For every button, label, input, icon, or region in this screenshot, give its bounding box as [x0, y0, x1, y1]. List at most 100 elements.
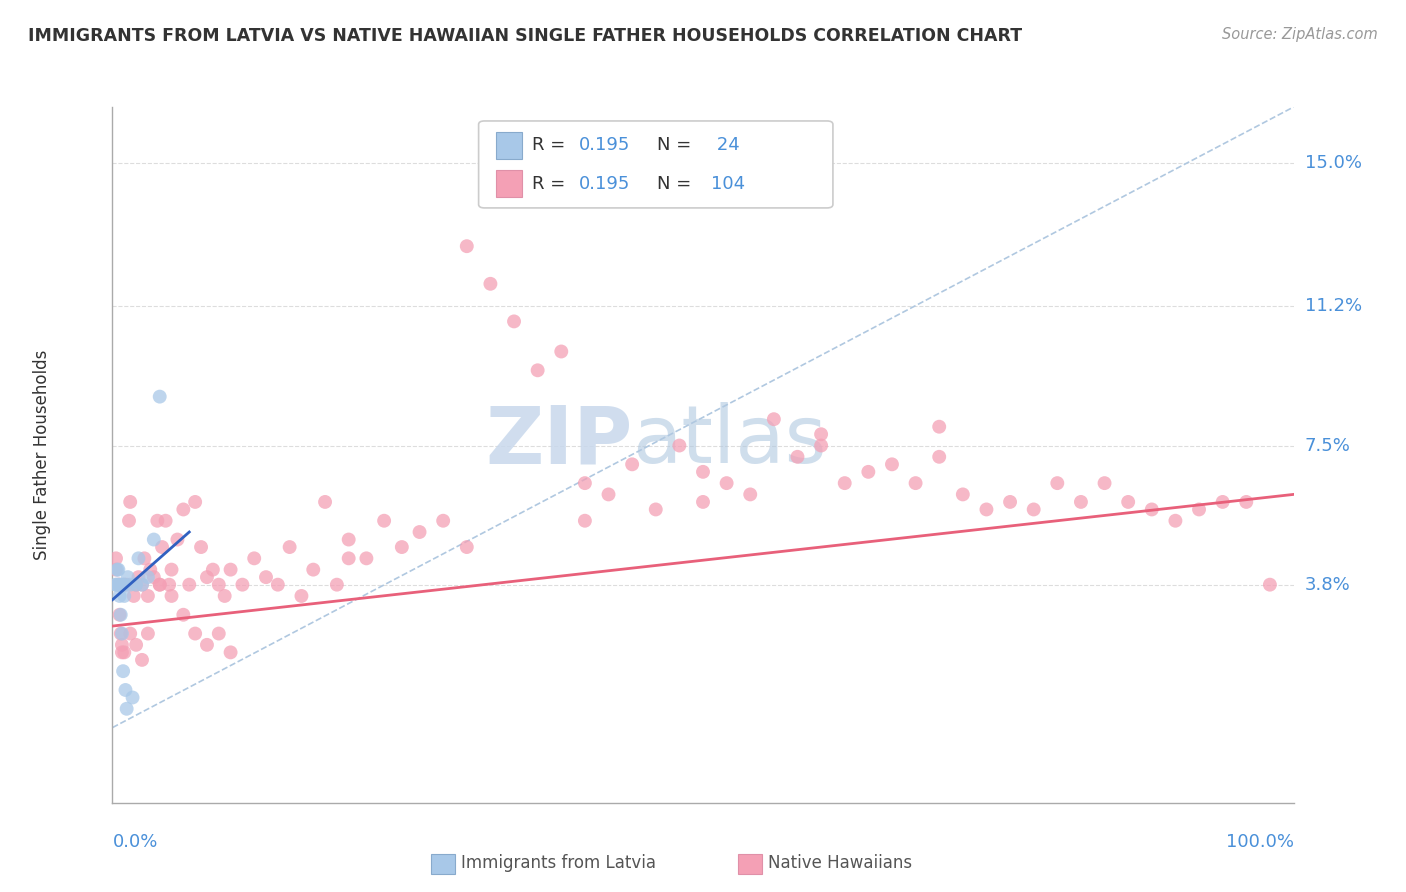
Point: [231, 577, 253, 591]
Point: [834, 476, 856, 491]
Point: [195, 638, 218, 652]
Point: [155, 514, 177, 528]
Point: [120, 495, 142, 509]
Point: [166, 533, 188, 547]
Point: [107, 577, 129, 591]
Text: 100.0%: 100.0%: [1226, 833, 1294, 851]
Point: [326, 577, 349, 591]
Point: [1046, 476, 1069, 491]
Point: [810, 427, 832, 442]
Point: [928, 450, 950, 464]
Point: [952, 487, 974, 501]
Point: [149, 577, 172, 591]
Point: [373, 514, 395, 528]
Text: 104: 104: [711, 175, 745, 193]
Point: [112, 645, 135, 659]
Point: [1140, 502, 1163, 516]
Point: [184, 495, 207, 509]
Point: [574, 476, 596, 491]
Bar: [496, 132, 522, 159]
Point: [391, 540, 413, 554]
Point: [112, 664, 135, 678]
Point: [337, 551, 360, 566]
Point: [668, 438, 690, 452]
Point: [142, 533, 165, 547]
Point: [621, 458, 644, 472]
Point: [110, 626, 132, 640]
Text: atlas: atlas: [633, 402, 827, 480]
FancyBboxPatch shape: [478, 121, 832, 208]
Point: [127, 551, 149, 566]
Point: [479, 277, 502, 291]
Point: [337, 533, 360, 547]
Point: [157, 577, 180, 591]
Text: IMMIGRANTS FROM LATVIA VS NATIVE HAWAIIAN SINGLE FATHER HOUSEHOLDS CORRELATION C: IMMIGRANTS FROM LATVIA VS NATIVE HAWAIIA…: [28, 27, 1022, 45]
Point: [139, 563, 162, 577]
Point: [904, 476, 927, 491]
Point: [136, 589, 159, 603]
Point: [858, 465, 880, 479]
Point: [142, 570, 165, 584]
Text: Native Hawaiians: Native Hawaiians: [768, 855, 912, 872]
Point: [127, 570, 149, 584]
Point: [112, 589, 135, 603]
Point: [131, 577, 153, 591]
Text: R =: R =: [531, 136, 571, 154]
Text: N =: N =: [657, 175, 697, 193]
Text: 11.2%: 11.2%: [1305, 297, 1362, 316]
Point: [111, 577, 134, 591]
Bar: [738, 854, 762, 874]
Bar: [432, 854, 456, 874]
Point: [219, 645, 242, 659]
Point: [105, 577, 128, 591]
Text: Single Father Households: Single Father Households: [32, 350, 51, 560]
Point: [201, 563, 224, 577]
Point: [160, 589, 183, 603]
Point: [998, 495, 1021, 509]
Text: Immigrants from Latvia: Immigrants from Latvia: [461, 855, 655, 872]
Point: [105, 563, 128, 577]
Point: [208, 577, 231, 591]
Point: [125, 577, 148, 591]
Point: [110, 607, 132, 622]
Point: [115, 577, 138, 591]
Point: [136, 570, 159, 584]
Point: [254, 570, 277, 584]
Point: [107, 577, 129, 591]
Point: [716, 476, 738, 491]
Point: [880, 458, 903, 472]
Text: R =: R =: [531, 175, 571, 193]
Point: [114, 683, 136, 698]
Point: [125, 638, 148, 652]
Point: [456, 540, 478, 554]
Point: [184, 626, 207, 640]
Text: Source: ZipAtlas.com: Source: ZipAtlas.com: [1222, 27, 1378, 42]
Point: [810, 438, 832, 452]
Point: [120, 577, 142, 591]
Point: [108, 577, 131, 591]
Point: [740, 487, 762, 501]
Point: [1094, 476, 1116, 491]
Text: 15.0%: 15.0%: [1305, 154, 1361, 172]
Text: 3.8%: 3.8%: [1305, 575, 1350, 594]
Point: [172, 607, 194, 622]
Point: [111, 645, 134, 659]
Point: [150, 540, 173, 554]
Text: ZIP: ZIP: [485, 402, 633, 480]
Point: [408, 524, 430, 539]
Point: [302, 563, 325, 577]
Point: [160, 563, 183, 577]
Point: [190, 540, 212, 554]
Point: [1022, 502, 1045, 516]
Point: [121, 690, 143, 705]
Point: [111, 638, 134, 652]
Point: [356, 551, 378, 566]
Point: [526, 363, 548, 377]
Point: [692, 465, 714, 479]
Point: [243, 551, 266, 566]
Text: 0.195: 0.195: [579, 136, 630, 154]
Point: [208, 626, 231, 640]
Point: [1258, 577, 1281, 591]
Point: [290, 589, 312, 603]
Point: [122, 589, 145, 603]
